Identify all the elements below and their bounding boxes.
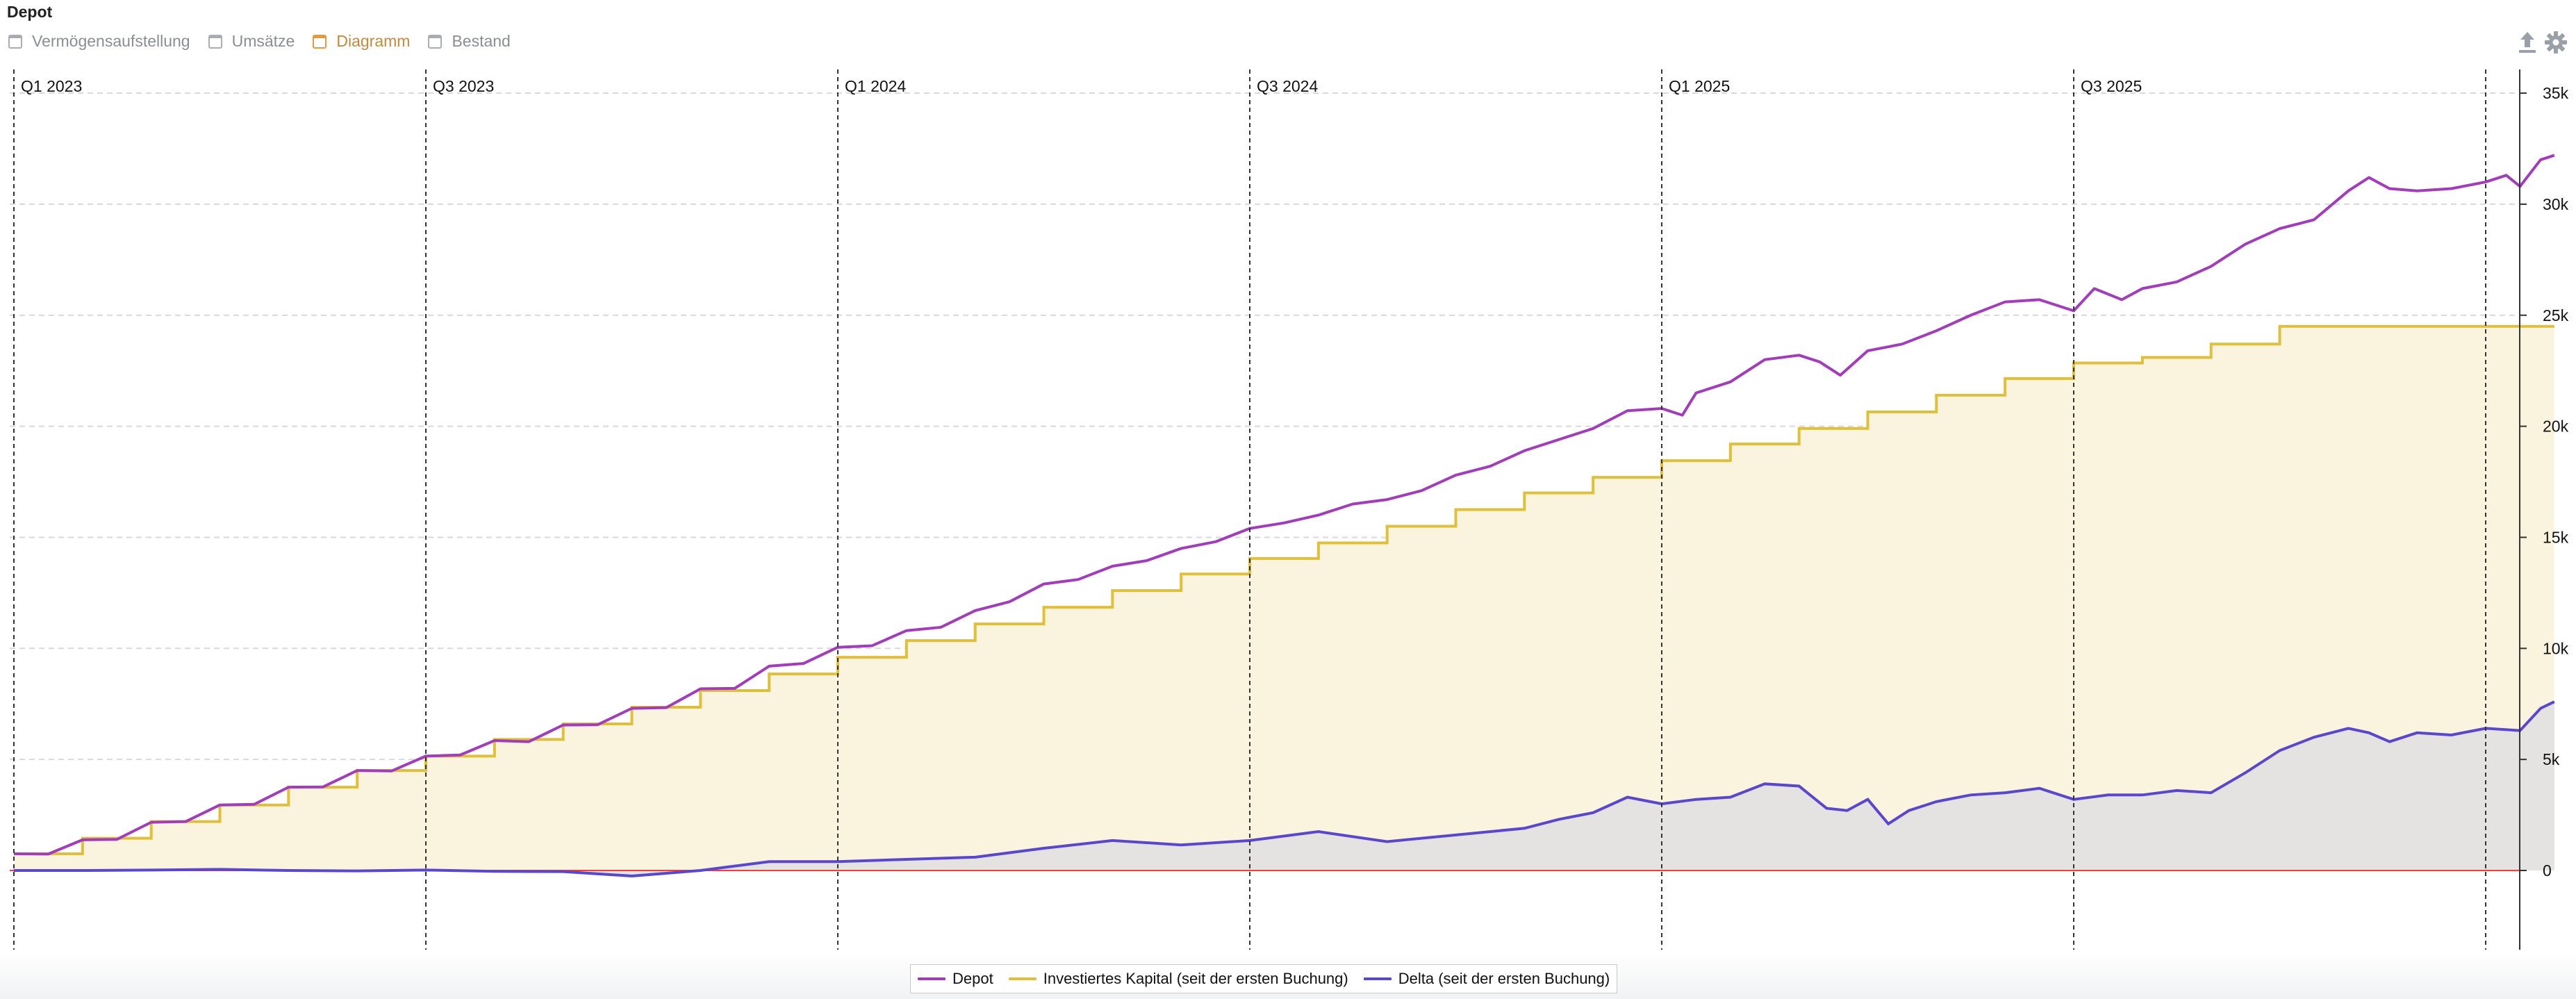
y-tick-label: 10k — [2543, 639, 2569, 657]
delta-area — [14, 702, 2554, 876]
y-tick-label: 25k — [2543, 306, 2569, 324]
table-icon — [208, 34, 222, 49]
tab-umsaetze[interactable]: Umsätze — [208, 32, 295, 51]
view-tabs: Vermögensaufstellung Umsätze Diagramm Be… — [8, 32, 529, 51]
tab-label: Diagramm — [336, 32, 411, 50]
tab-label: Bestand — [452, 32, 511, 50]
chart-legend: Depot Investiertes Kapital (seit der ers… — [910, 964, 1618, 993]
quarter-label: Q1 2024 — [845, 77, 906, 95]
quarter-label: Q1 2025 — [1669, 77, 1730, 95]
series-line-delta — [14, 700, 2555, 877]
y-tick-label: 20k — [2543, 418, 2569, 436]
legend-item-delta[interactable]: Delta (seit der ersten Buchung) — [1363, 970, 1610, 988]
tab-label: Vermögensaufstellung — [32, 32, 190, 50]
tab-bestand[interactable]: Bestand — [428, 32, 511, 51]
quarter-label: Q3 2024 — [1257, 77, 1318, 95]
y-tick-label: 30k — [2543, 195, 2569, 213]
toolbar — [2511, 31, 2568, 58]
y-tick-label: 35k — [2543, 84, 2569, 102]
chart-tab-icon — [313, 34, 327, 49]
y-tick-label: 0 — [2543, 861, 2552, 880]
tab-label: Umsätze — [231, 32, 295, 50]
table-icon — [428, 34, 443, 49]
upload-icon[interactable] — [2518, 31, 2537, 58]
quarter-label: Q3 2025 — [2081, 77, 2142, 95]
legend-swatch-depot — [918, 977, 946, 980]
invested-area — [14, 326, 2554, 870]
y-tick-label: 5k — [2543, 750, 2560, 768]
legend-label: Delta (seit der ersten Buchung) — [1398, 970, 1610, 987]
legend-label: Investiertes Kapital (seit der ersten Bu… — [1043, 970, 1348, 987]
legend-swatch-delta — [1363, 977, 1392, 980]
gear-icon[interactable] — [2544, 31, 2568, 58]
table-icon — [8, 34, 22, 49]
tab-diagramm[interactable]: Diagramm — [313, 32, 410, 51]
legend-label: Depot — [952, 970, 993, 987]
page-title: Depot — [7, 3, 53, 21]
series-line-depot — [13, 154, 2555, 856]
quarter-label: Q3 2023 — [433, 77, 494, 95]
legend-item-depot[interactable]: Depot — [918, 970, 993, 988]
legend-swatch-invested — [1008, 977, 1037, 980]
tab-vermoegensaufstellung[interactable]: Vermögensaufstellung — [8, 32, 190, 51]
y-tick-label: 15k — [2543, 528, 2569, 546]
legend-item-invested[interactable]: Investiertes Kapital (seit der ersten Bu… — [1008, 970, 1348, 988]
quarter-label: Q1 2023 — [21, 77, 82, 95]
